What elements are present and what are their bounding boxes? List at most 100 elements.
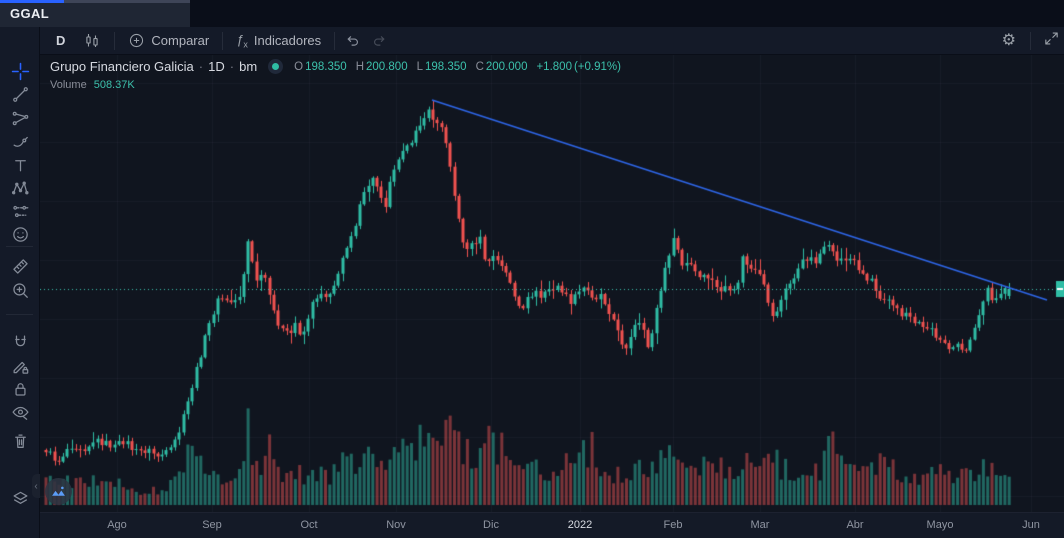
volume-label: Volume: [50, 79, 87, 91]
trend-line-tool[interactable]: [5, 83, 35, 106]
crosshair-tool[interactable]: [5, 60, 35, 83]
symbol-legend: Grupo Financiero Galicia · 1D · bm O 198.…: [50, 59, 621, 74]
change-value: +1.800: [536, 60, 572, 73]
compare-plus-icon: [130, 33, 144, 48]
legend-separator: ·: [229, 59, 235, 74]
change-pct: (+0.91%): [573, 60, 621, 73]
undo-button[interactable]: [339, 27, 366, 54]
sidebar-collapse-handle[interactable]: ‹: [32, 474, 40, 498]
indicators-label: Indicadores: [253, 33, 322, 48]
trend-line-icon: [12, 87, 28, 102]
text-icon: [14, 160, 26, 172]
high-label: H: [355, 60, 365, 73]
time-axis-label: Oct: [300, 519, 318, 531]
time-axis-label: Feb: [663, 519, 683, 531]
symbol-name[interactable]: Grupo Financiero Galicia: [50, 59, 194, 74]
toolbar-separator: [114, 31, 116, 50]
open-label: O: [294, 60, 304, 73]
emoji-tool[interactable]: [5, 223, 35, 246]
hide-drawings-tool[interactable]: [5, 401, 35, 424]
object-tree-tool[interactable]: [5, 487, 35, 510]
forecast-icon: [12, 205, 29, 218]
gann-fib-tool[interactable]: [5, 107, 35, 130]
low-value: 198.350: [425, 60, 467, 73]
sidebar-divider: [6, 246, 33, 247]
time-axis[interactable]: Ago Sep Oct Nov Dic 2022 Feb Mar Abr Mayo Jun: [40, 512, 1064, 538]
mountains-icon: [52, 486, 65, 496]
toolbar-separator: [334, 31, 336, 50]
chart-style-button[interactable]: [74, 27, 110, 54]
chart-toolbar: D Comparar ƒx Indicadores ⚙: [40, 27, 1064, 55]
fx-icon: ƒx: [236, 31, 248, 50]
xabcd-icon: [11, 181, 29, 195]
close-label: C: [475, 60, 484, 73]
indicators-button[interactable]: ƒx Indicadores: [227, 27, 330, 54]
redo-icon: [374, 36, 385, 46]
gear-icon: ⚙: [1001, 31, 1016, 49]
chevron-left-icon: ‹: [34, 480, 38, 492]
drawing-mode-lock-tool[interactable]: [5, 355, 35, 378]
remove-drawings-tool[interactable]: [5, 430, 35, 453]
toolbar-separator: [222, 31, 224, 50]
undo-icon: [347, 36, 359, 46]
high-value: 200.800: [366, 60, 408, 73]
trash-icon: [14, 434, 26, 448]
lock-drawings-tool[interactable]: [5, 378, 35, 401]
candles-icon: [86, 33, 99, 47]
time-axis-label: Dic: [483, 519, 499, 531]
price-chart-canvas[interactable]: [40, 55, 1064, 512]
crosshair-icon: [11, 62, 29, 81]
text-tool[interactable]: [5, 154, 35, 177]
open-value: 198.350: [305, 60, 347, 73]
volume-value: 508.37K: [93, 79, 135, 91]
status-dot-icon: [272, 63, 280, 70]
compare-label: Comparar: [151, 33, 210, 48]
time-axis-label: Mayo: [926, 519, 954, 531]
magnet-tool[interactable]: [5, 331, 35, 354]
low-label: L: [416, 60, 423, 73]
tab-bar: GGAL: [0, 0, 1064, 28]
time-axis-label: Ago: [107, 519, 127, 531]
time-axis-label: Jun: [1022, 519, 1040, 531]
pencil-lock-icon: [13, 361, 28, 374]
toolbar-separator: [1030, 31, 1031, 50]
magnet-icon: [14, 335, 26, 347]
fib-icon: [12, 111, 28, 126]
brush-tool[interactable]: [5, 130, 35, 153]
layers-icon: [13, 491, 27, 504]
ohlc-values: O 198.350 H 200.800 L 198.350 C 200.000 +1.8…: [294, 61, 621, 73]
fullscreen-icon: [1045, 31, 1058, 45]
legend-exchange: bm: [239, 59, 258, 74]
time-axis-label: Sep: [202, 519, 222, 531]
legend-interval: 1D: [208, 59, 225, 74]
zoom-in-tool[interactable]: [5, 279, 35, 302]
lock-icon: [14, 383, 26, 396]
tab-ggal[interactable]: GGAL: [0, 0, 190, 27]
drawing-sidebar: ‹: [0, 27, 40, 538]
legend-separator: ·: [198, 59, 204, 74]
fullscreen-button[interactable]: [1035, 30, 1064, 52]
brush-icon: [13, 136, 28, 147]
interval-label: D: [56, 33, 66, 48]
settings-button[interactable]: ⚙: [992, 27, 1026, 55]
eye-off-icon: [11, 406, 29, 420]
maximize-pane-button[interactable]: [45, 478, 72, 505]
sidebar-divider: [6, 314, 33, 315]
pattern-tool[interactable]: [5, 177, 35, 200]
tab-accent-stripe: [0, 0, 64, 3]
close-value: 200.000: [485, 60, 528, 73]
zoom-in-icon: [12, 283, 28, 298]
time-axis-label: 2022: [567, 519, 593, 531]
tab-title: GGAL: [10, 6, 50, 21]
ruler-icon: [12, 259, 28, 274]
tab-top-border: [64, 0, 190, 3]
time-axis-label: Mar: [750, 519, 770, 531]
redo-button[interactable]: [366, 27, 393, 54]
measure-tool[interactable]: [5, 255, 35, 278]
time-axis-label: Abr: [846, 519, 864, 531]
smiley-icon: [12, 227, 28, 242]
forecast-tool[interactable]: [5, 200, 35, 223]
interval-button[interactable]: D: [40, 27, 74, 54]
compare-button[interactable]: Comparar: [119, 27, 218, 54]
market-status-indicator[interactable]: [268, 59, 284, 74]
